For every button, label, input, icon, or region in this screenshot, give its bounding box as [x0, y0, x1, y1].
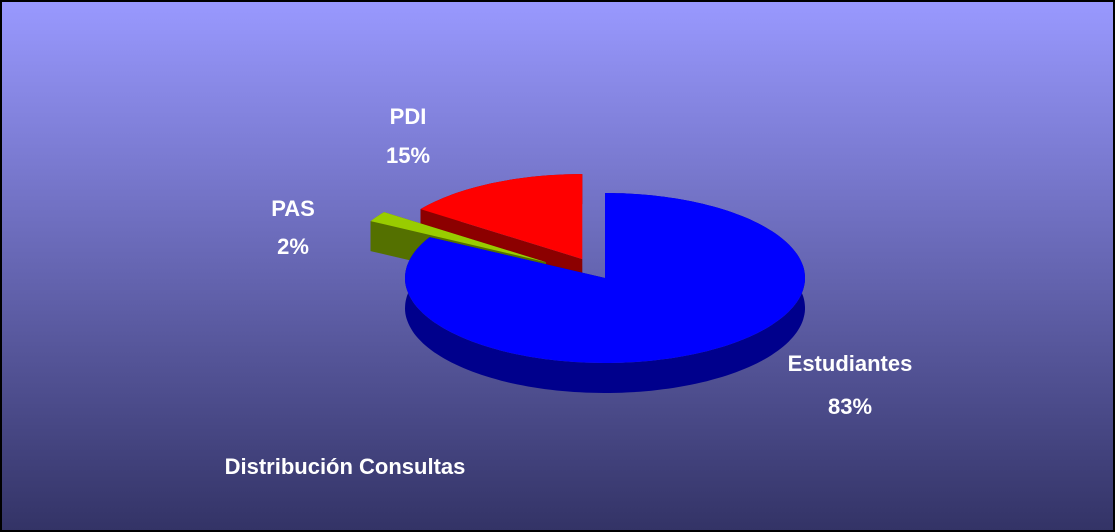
chart-title: Distribución Consultas [225, 454, 466, 479]
slice [405, 193, 805, 393]
slice-top [420, 174, 583, 260]
slice-value-label: 15% [386, 143, 430, 168]
pie [370, 174, 805, 393]
slice-top [405, 193, 805, 363]
slice-label: PDI [390, 104, 427, 129]
slice-label: PAS [271, 196, 315, 221]
slice-top [370, 212, 546, 263]
slice-label: Estudiantes [788, 351, 913, 376]
slice-value-label: 2% [277, 234, 309, 259]
slice-value-label: 83% [828, 394, 872, 419]
